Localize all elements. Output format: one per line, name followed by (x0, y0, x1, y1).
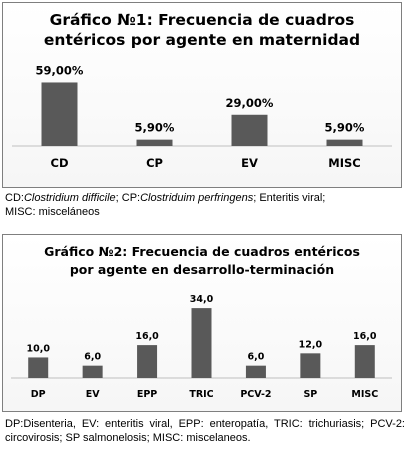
chart-1-tick-label: EV (241, 156, 258, 170)
chart-2-bar (354, 345, 375, 378)
chart-2-tick-label: PCV-2 (240, 389, 271, 400)
chart-2-tick-label: EV (86, 389, 100, 400)
chart-2-bar (191, 308, 212, 378)
chart-2-data-label: 12,0 (299, 339, 323, 350)
chart-1-plot: 59,00% CD 5,90% CP 29,00% EV 5,90% MISC (12, 63, 392, 170)
chart-2-bar (300, 353, 321, 378)
chart-2-bar (137, 345, 158, 378)
chart-2-data-label: 10,0 (26, 343, 50, 354)
chart-1-caption-segment: ; CP: (115, 192, 141, 204)
chart-1-bar (326, 139, 363, 146)
chart-1-caption-segment: Clostridium difficile (23, 192, 116, 204)
chart-2-data-label: 34,0 (190, 294, 214, 305)
chart-1-tick-label: CD (51, 156, 69, 170)
chart-1-caption-segment: CD: (5, 192, 24, 204)
chart-1-tick-label: CP (146, 156, 163, 170)
chart-1-data-label: 59,00% (36, 63, 84, 77)
chart-1-bar (231, 114, 268, 146)
chart-1-title: Gráfico №1: Frecuencia de cuadros entéri… (3, 10, 401, 50)
chart-1-caption-segment: MISC: misceláneos (5, 206, 100, 218)
chart-2-bar (82, 365, 103, 378)
chart-2-title-line-1: Gráfico №2: Frecuencia de cuadros entéri… (44, 244, 360, 259)
chart-1-caption-segment: ; Enteritis viral; (253, 192, 326, 204)
chart-1-caption-segment: Clostriduim perfringens (140, 192, 254, 204)
chart-2-title-line-2: por agente en desarrollo-terminación (69, 262, 335, 277)
chart-1-bar (136, 139, 173, 146)
chart-1-title-line-1: Gráfico №1: Frecuencia de cuadros (49, 11, 355, 29)
chart-2-bar (28, 357, 49, 378)
chart-1-bar (41, 82, 78, 146)
chart-2-tick-label: SP (303, 389, 317, 400)
chart-1-tick-label: MISC (328, 156, 360, 170)
chart-1-caption: CD:Clostridium difficile; CP:Clostriduim… (5, 191, 403, 219)
chart-2-data-label: 6,0 (84, 352, 101, 363)
chart-2-tick-label: DP (31, 389, 46, 400)
chart-2-panel: Gráfico №2: Frecuencia de cuadros entéri… (2, 234, 402, 412)
chart-2-data-label: 6,0 (248, 352, 265, 363)
chart-2-tick-label: TRIC (189, 389, 213, 400)
chart-1-title-line-2: entéricos por agente en maternidad (43, 31, 361, 49)
chart-1-data-label: 5,90% (325, 121, 365, 135)
chart-1-data-label: 5,90% (135, 121, 175, 135)
chart-2-bar (245, 365, 266, 378)
chart-2-tick-label: MISC (351, 389, 378, 400)
chart-2-plot: 10,0 DP 6,0 EV 16,0 EPP 34,0 TRIC 6,0 PCV-2 12,0 SP… (11, 294, 392, 400)
chart-2-title: Gráfico №2: Frecuencia de cuadros entéri… (3, 243, 401, 279)
chart-1-data-label: 29,00% (226, 96, 274, 110)
chart-2-tick-label: EPP (137, 389, 157, 400)
chart-2-data-label: 16,0 (353, 331, 377, 342)
chart-1-panel: Gráfico №1: Frecuencia de cuadros entéri… (2, 2, 402, 188)
chart-2-data-label: 16,0 (135, 331, 159, 342)
chart-2-caption: DP:Disenteria, EV: enteritis viral, EPP:… (5, 418, 405, 444)
